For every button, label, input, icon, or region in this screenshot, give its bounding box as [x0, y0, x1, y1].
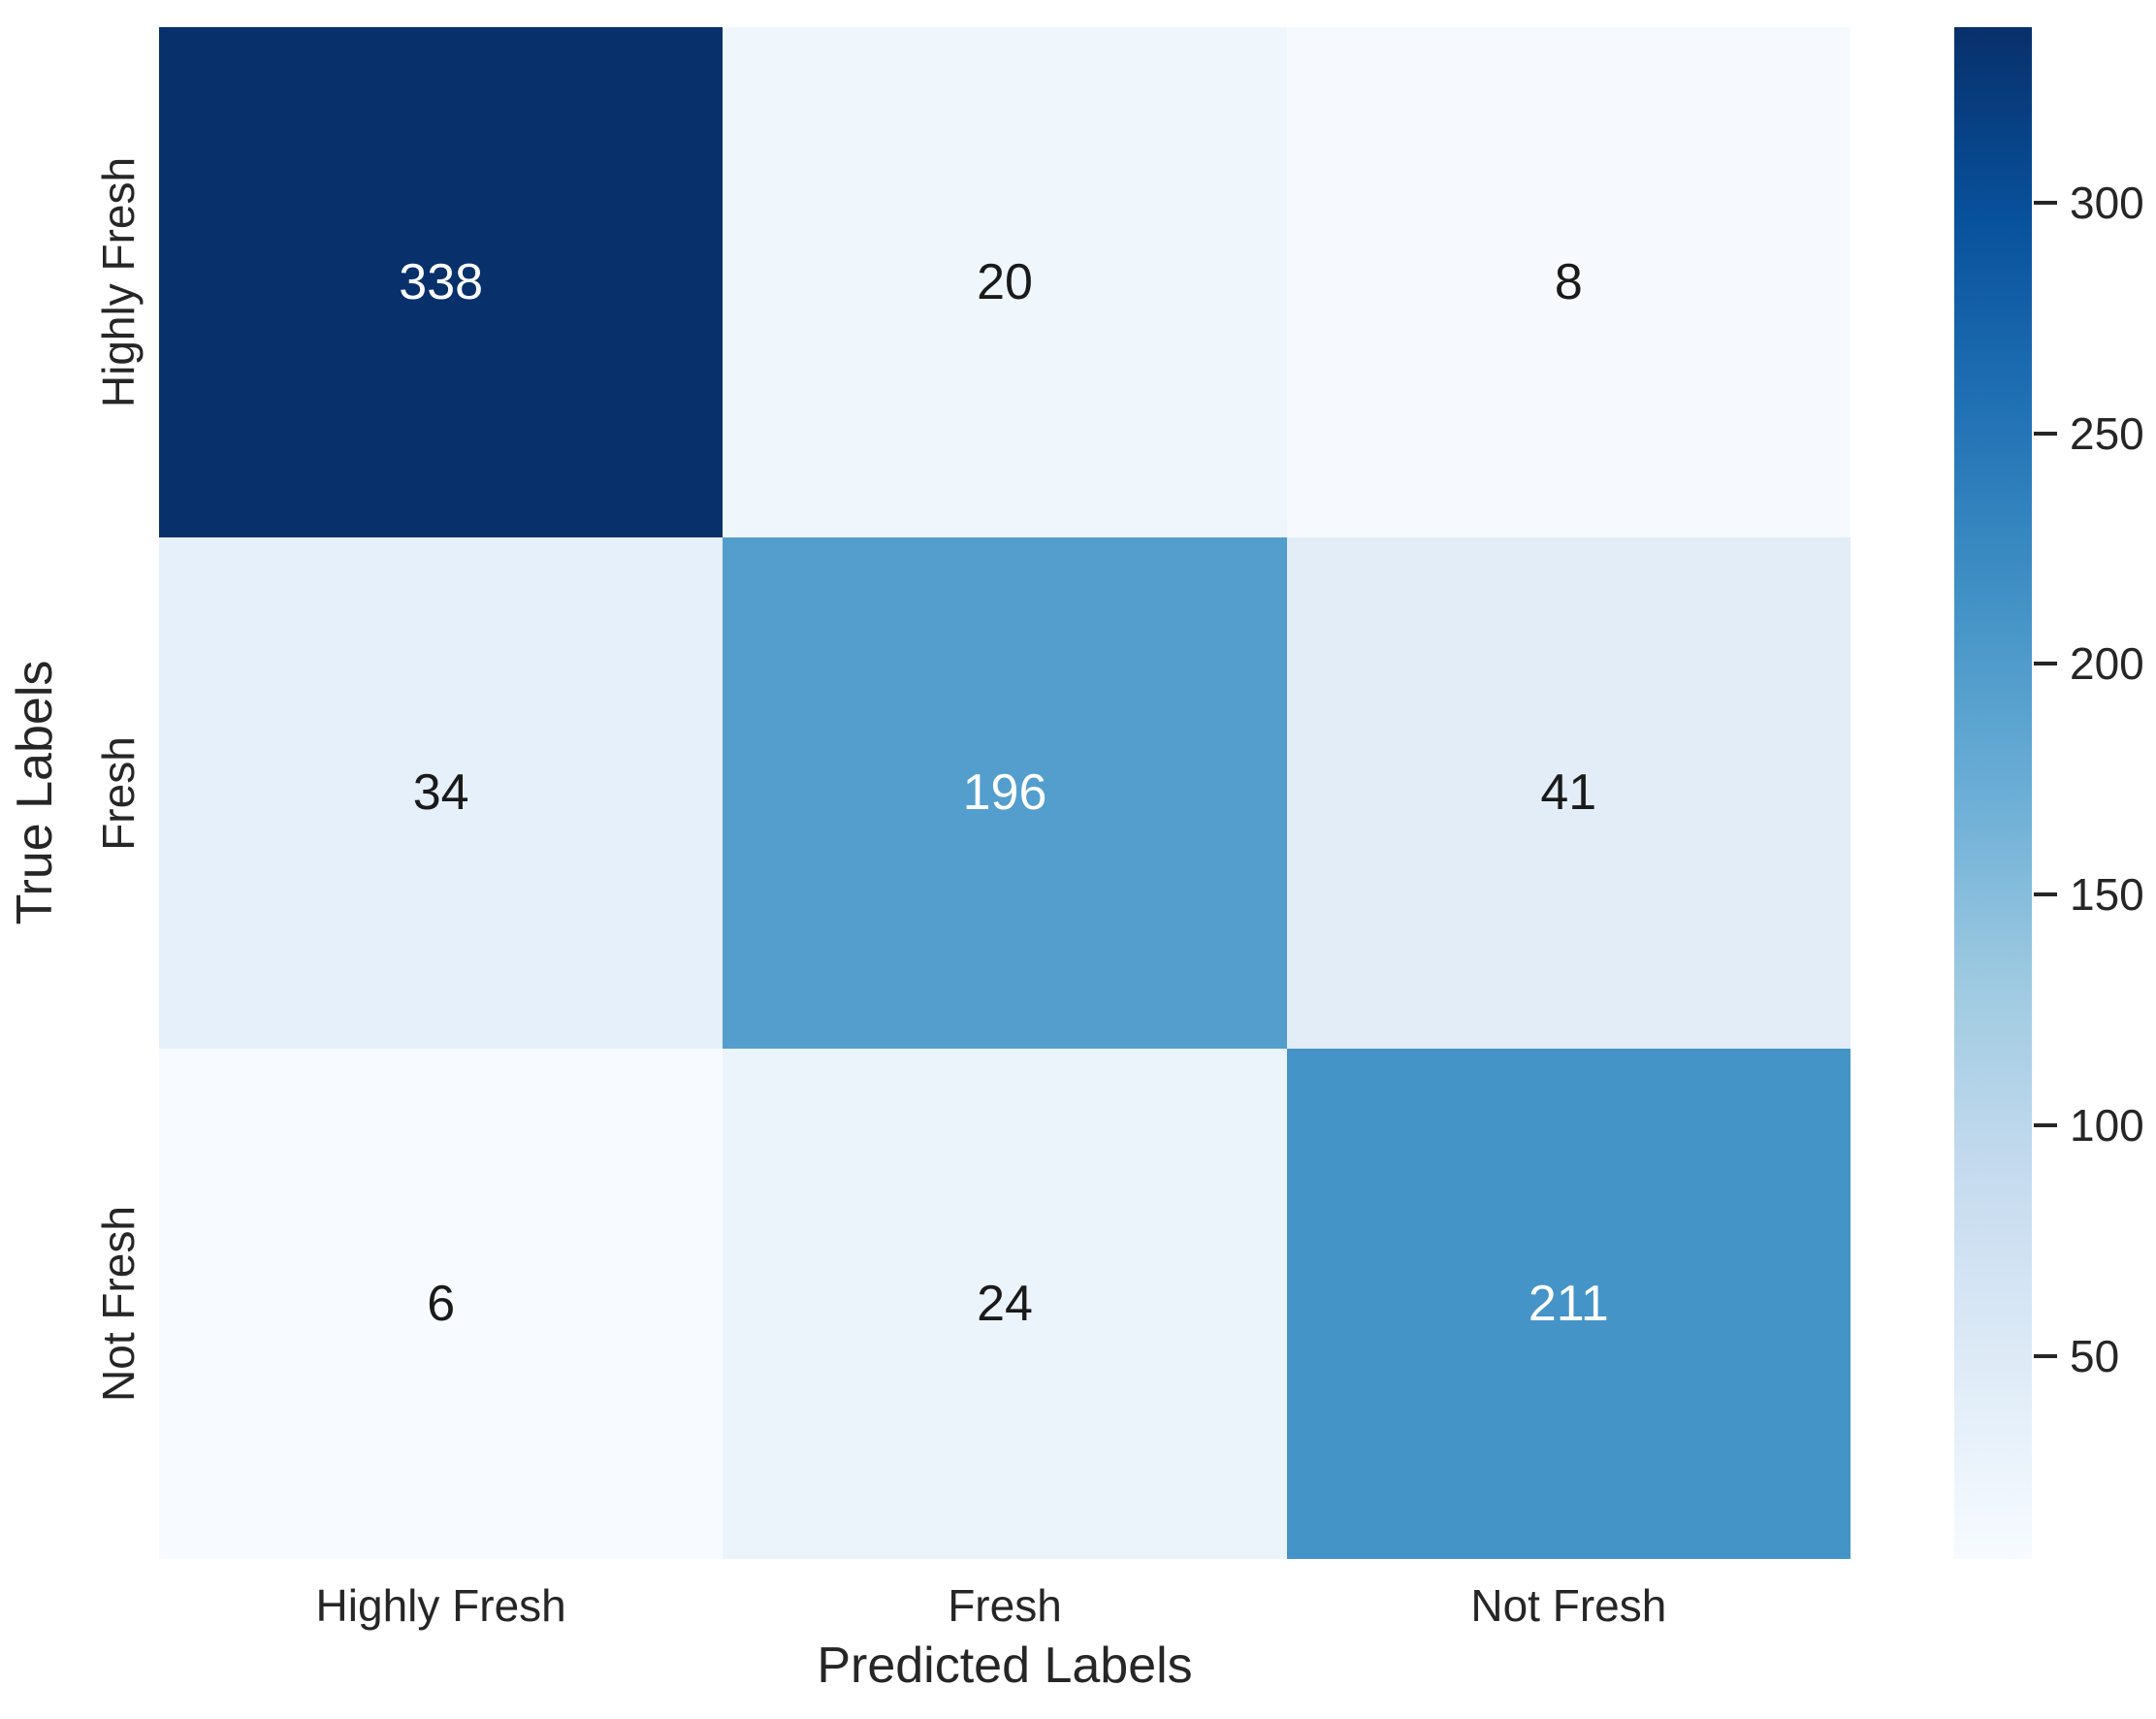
- heatmap-cell: 338: [159, 27, 724, 538]
- x-tick-label: Highly Fresh: [315, 1580, 566, 1631]
- y-axis-label: True Labels: [7, 660, 63, 925]
- heatmap-cell: 196: [723, 537, 1287, 1049]
- x-axis-label: Predicted Labels: [817, 1638, 1193, 1694]
- colorbar-tick-label: 250: [2070, 407, 2144, 459]
- colorbar-tick-label: 200: [2070, 638, 2144, 690]
- colorbar-tick-mark: [2034, 892, 2057, 897]
- heatmap-cell: 34: [159, 537, 724, 1049]
- colorbar-tick-mark: [2034, 1353, 2057, 1358]
- colorbar-tick-mark: [2034, 662, 2057, 666]
- x-tick-label: Fresh: [948, 1580, 1062, 1631]
- y-tick-label: Not Fresh: [93, 1205, 144, 1402]
- colorbar-tick-label: 100: [2070, 1099, 2144, 1151]
- colorbar-tick-label: 300: [2070, 177, 2144, 228]
- heatmap-cell: 41: [1286, 537, 1850, 1049]
- x-tick-label: Not Fresh: [1470, 1580, 1667, 1631]
- y-tick-label: Highly Fresh: [93, 157, 144, 408]
- colorbar-tick-label: 150: [2070, 869, 2144, 921]
- heatmap-cell: 24: [723, 1048, 1287, 1559]
- y-tick-label: Fresh: [93, 735, 144, 851]
- heatmap-cell: 20: [723, 27, 1287, 538]
- colorbar-tick-mark: [2034, 1122, 2057, 1127]
- heatmap-cell: 211: [1286, 1048, 1850, 1559]
- heatmap-grid: 338 20 8 34 196 41 6 24 211: [159, 27, 1850, 1559]
- heatmap-cell: 6: [159, 1048, 724, 1559]
- colorbar-tick-mark: [2034, 431, 2057, 436]
- heatmap-cell: 8: [1286, 27, 1850, 538]
- colorbar-gradient: [1954, 27, 2032, 1559]
- colorbar-tick-label: 50: [2070, 1330, 2120, 1381]
- colorbar-tick-mark: [2034, 200, 2057, 205]
